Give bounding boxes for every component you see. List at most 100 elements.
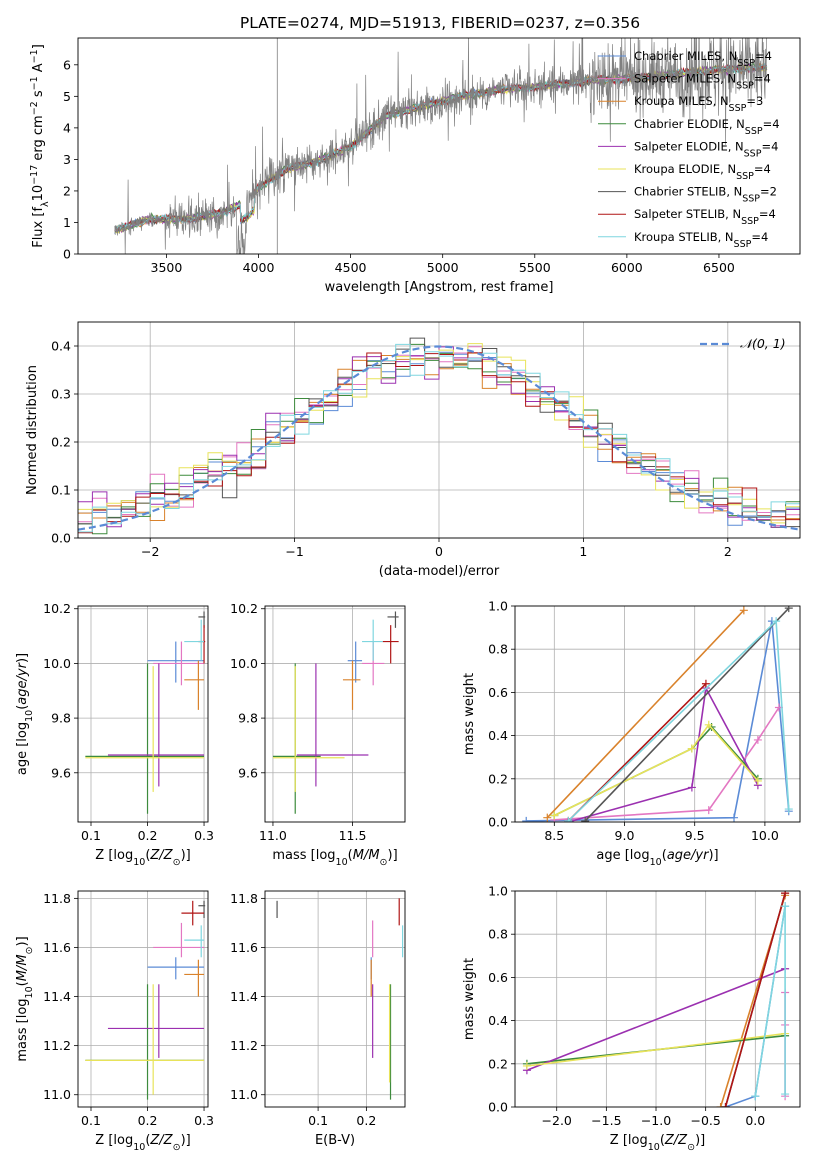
weight_vs_age-point-marker [784, 805, 793, 814]
age_vs_Z-panel: 0.1 0.2 0.3 9.6 9.8 10.0 10.2 Z [log10(Z/Z⊙)] ag… [15, 601, 214, 867]
mass_vs_ebv-ytick-label: 11.0 [230, 1087, 258, 1102]
age_vs_Z-ylabel: age [log10(age/yr)] [15, 653, 35, 775]
residual-legend: 𝒩(0, 1) [700, 336, 786, 351]
residuals-xtick-label: −1 [285, 544, 303, 559]
weight_vs_Z-frame [514, 890, 801, 1108]
weight_vs_Z-point-marker [781, 902, 790, 911]
figure-title: PLATE=0274, MJD=51913, FIBERID=0237, z=0… [240, 14, 640, 32]
weight_vs_age-point-marker [564, 816, 573, 822]
weight_vs_Z-point-marker [721, 1103, 730, 1107]
weight_vs_age-xtick-label: 9.0 [615, 828, 635, 843]
legend-entry: Kroupa STELIB, NSSP=4 [634, 230, 768, 250]
age_vs_Z-plot-area [85, 611, 206, 814]
weight_vs_age-point-marker [550, 811, 559, 820]
weight_vs_age-xtick-label: 8.5 [544, 828, 564, 843]
weight_vs_age-xtick-label: 9.5 [685, 828, 705, 843]
residuals-xtick-label: 2 [724, 544, 732, 559]
weight_vs_age-point-marker [704, 806, 713, 815]
spectrum-panel: 3500 4000 4500 5000 5500 6000 6500 0 1 2 3 4 5 6 wavel… [29, 37, 801, 295]
mass_vs_ebv-xtick-label: 0.2 [356, 1113, 376, 1128]
mass_vs_Z-frame [77, 890, 209, 1108]
weight_vs_Z-ytick-label: 0.6 [488, 970, 508, 985]
weight_vs_age-point-marker [701, 679, 710, 688]
spectrum-ytick-label: 4 [63, 120, 71, 135]
weight_vs_age-frame [514, 605, 801, 823]
residuals-plot-area [78, 337, 800, 535]
weight_vs_age-ytick-label: 0.4 [488, 728, 508, 743]
weight_vs_Z-point-marker [716, 1103, 725, 1107]
weight_vs_Z-ytick-label: 0.4 [488, 1013, 508, 1028]
mass_vs_Z-ytick-label: 11.2 [43, 1038, 71, 1053]
spectrum-ytick-label: 3 [63, 152, 71, 167]
mass_vs_ebv-xlabel: E(B-V) [315, 1133, 355, 1148]
residuals-ylabel: Normed distribution [25, 365, 40, 495]
age_vs_Z-ytick-label: 10.0 [43, 656, 71, 671]
legend-entry: Chabrier STELIB, NSSP=2 [634, 185, 777, 205]
age_vs_Z-ytick-label: 10.2 [43, 601, 71, 616]
weight_vs_Z-ytick-label: 1.0 [488, 884, 508, 899]
weight_vs_age-point-marker [687, 783, 696, 792]
residuals-xtick-label: −2 [141, 544, 159, 559]
age_vs_mass-ytick-label: 10.0 [230, 656, 258, 671]
weight_vs_Z-series-line [724, 892, 786, 1107]
age_vs_mass-panel: 11.0 11.5 9.6 9.8 10.0 10.2 mass [log10(M/M⊙)] [230, 601, 406, 868]
residual-histogram-step [78, 337, 800, 528]
weight_vs_age-point-marker [753, 735, 762, 744]
mass_vs_ebv-frame [264, 890, 406, 1108]
weight_vs_age-point-marker [522, 816, 531, 822]
weight_vs_age-xtick-label: 10.0 [751, 828, 779, 843]
weight_vs_age-ytick-label: 0.0 [488, 815, 508, 830]
weight_vs_age-point-marker [687, 744, 696, 753]
weight_vs_Z-xlabel: Z [log10(Z/Z⊙)] [610, 1133, 705, 1153]
spectrum-ytick-label: 6 [63, 57, 71, 72]
mass_vs_ebv-ytick-label: 11.2 [230, 1038, 258, 1053]
weight_vs_age-plot-area [522, 606, 793, 822]
age_vs_Z-ytick-label: 9.6 [51, 765, 71, 780]
residual-histogram-step [78, 343, 800, 533]
spectrum-ytick-label: 2 [63, 183, 71, 198]
residuals-xtick-label: 1 [579, 544, 587, 559]
spectrum-xtick-label: 5000 [427, 260, 459, 275]
spectrum-frame [77, 37, 801, 255]
weight_vs_age-series-line [546, 609, 745, 819]
spectrum-ylabel: Flux [fλ10−17 erg cm−2 s−1 A−1] [29, 44, 51, 248]
weight_vs_age-series-line [584, 607, 790, 822]
age_vs_mass-ytick-label: 9.6 [238, 765, 258, 780]
spectrum-ytick-label: 0 [63, 247, 71, 262]
mass_vs_Z-ytick-label: 11.0 [43, 1087, 71, 1102]
weight_vs_Z-xtick-label: −2.0 [542, 1113, 572, 1128]
mass_vs_ebv-panel: 0.1 0.2 11.0 11.2 11.4 11.6 11.8 E(B-V) [230, 890, 406, 1148]
weight_vs_Z-series-line [526, 1032, 786, 1067]
spectrum-xtick-label: 3500 [151, 260, 183, 275]
residuals-ytick-label: 0.0 [51, 531, 71, 546]
weight_vs_age-series-line [526, 620, 790, 822]
weight_vs_Z-xtick-label: 0.0 [745, 1113, 765, 1128]
age_vs_mass-xtick-label: 11.5 [339, 828, 367, 843]
age_vs_mass-plot-area [272, 611, 399, 814]
weight_vs_Z-point-marker [751, 1092, 760, 1101]
weight_vs_age-panel: 8.5 9.0 9.5 10.0 0.0 0.2 0.4 0.6 0.8 1.0 age [log1… [462, 599, 801, 868]
spectrum-xtick-label: 4500 [335, 260, 367, 275]
mass_vs_Z-ytick-label: 11.6 [43, 940, 71, 955]
mass_vs_Z-plot-area [85, 900, 206, 1100]
spectrum-legend: Chabrier MILES, NSSP=4 Salpeter MILES, NS… [598, 49, 780, 249]
spectrum-xtick-label: 6500 [703, 260, 735, 275]
spectrum-xtick-label: 6000 [611, 260, 643, 275]
weight_vs_Z-xtick-label: −0.5 [690, 1113, 720, 1128]
residuals-xtick-label: 0 [435, 544, 443, 559]
weight_vs_age-point-marker [784, 606, 793, 613]
age_vs_mass-ytick-label: 10.2 [230, 601, 258, 616]
weight_vs_age-ytick-label: 1.0 [488, 599, 508, 614]
spectrum-plot-area [114, 38, 768, 254]
mass_vs_Z-ytick-label: 11.8 [43, 891, 71, 906]
age_vs_Z-frame [77, 605, 209, 823]
weight_vs_Z-ytick-label: 0.2 [488, 1056, 508, 1071]
weight_vs_Z-ytick-label: 0.8 [488, 927, 508, 942]
age_vs_Z-xlabel: Z [log10(Z/Z⊙)] [95, 848, 190, 868]
weight_vs_age-series-line [554, 707, 780, 821]
weight_vs_age-ytick-label: 0.6 [488, 685, 508, 700]
weight_vs_Z-series-line [526, 968, 786, 1072]
age_vs_Z-xtick-label: 0.2 [138, 828, 158, 843]
residuals-xlabel: (data-model)/error [379, 564, 500, 579]
